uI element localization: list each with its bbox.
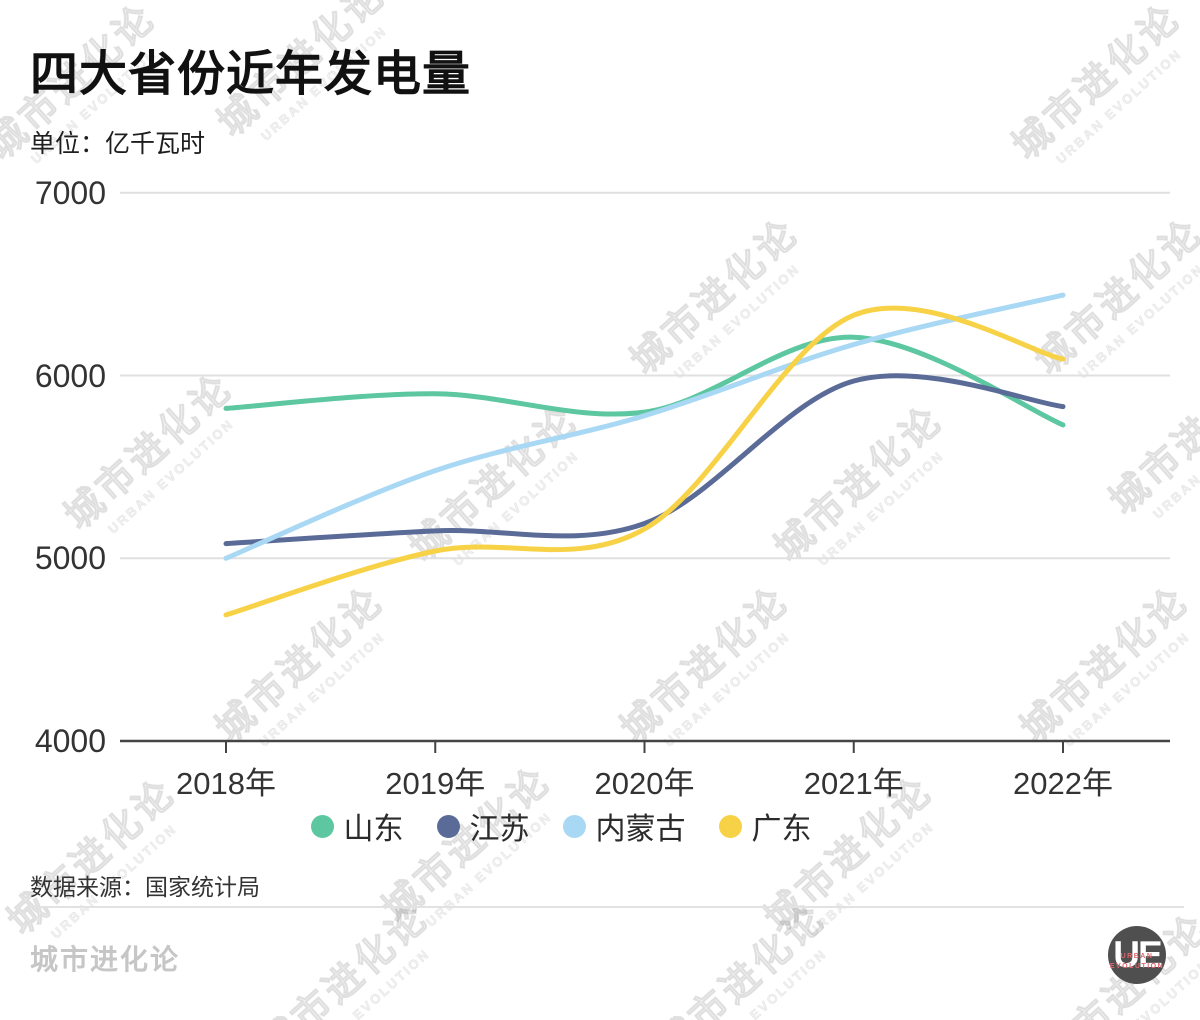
series-line-inner-mongolia [223,292,1066,561]
series-line-jiangsu [223,373,1066,547]
legend-item-shandong[interactable]: 山东 [310,804,404,848]
legend-dot-jiangsu [436,814,460,838]
series-line-guangdong [223,305,1066,618]
unit-subtitle: 单位：亿千瓦时 [30,130,206,158]
x-axis-label: 2018年 [176,766,276,801]
legend-label: 内蒙古 [595,813,686,846]
legend-item-guangdong[interactable]: 广东 [718,804,812,848]
x-axis-label: 2022年 [1013,766,1113,801]
legend-dot-inner-mongolia [562,814,586,838]
legend-item-inner-mongolia[interactable]: 内蒙古 [562,804,686,848]
page-title: 四大省份近年发电量 [30,48,472,101]
brand-logo: UE URBAN EVOLUTION [1108,926,1166,984]
footer-divider [28,906,1184,908]
chart-legend: 山东 江苏 内蒙古 广东 [0,804,1161,848]
y-axis-label: 5000 [34,540,106,577]
y-axis-label: 6000 [34,357,106,394]
x-axis-label: 2020年 [594,766,695,801]
footer-brand: 城市进化论 [30,944,181,975]
source-note: 数据来源：国家统计局 [30,874,260,900]
y-axis-label: 4000 [34,723,106,759]
logo-monogram: UE [1113,934,1162,975]
logo-word-urban: URBAN [1120,953,1154,960]
logo-words: URBAN EVOLUTION [1108,950,1166,970]
legend-dot-shandong [310,814,334,838]
x-axis-label: 2021年 [803,766,904,801]
series-line-shandong [223,334,1066,428]
legend-dot-guangdong [718,814,742,838]
legend-label: 江苏 [469,813,530,846]
x-axis-label: 2019年 [385,766,486,801]
legend-label: 山东 [343,813,404,846]
legend-item-jiangsu[interactable]: 江苏 [436,804,530,848]
legend-label: 广东 [751,813,812,846]
y-axis-label: 7000 [34,174,106,211]
logo-word-evolution: EVOLUTION [1109,963,1165,970]
